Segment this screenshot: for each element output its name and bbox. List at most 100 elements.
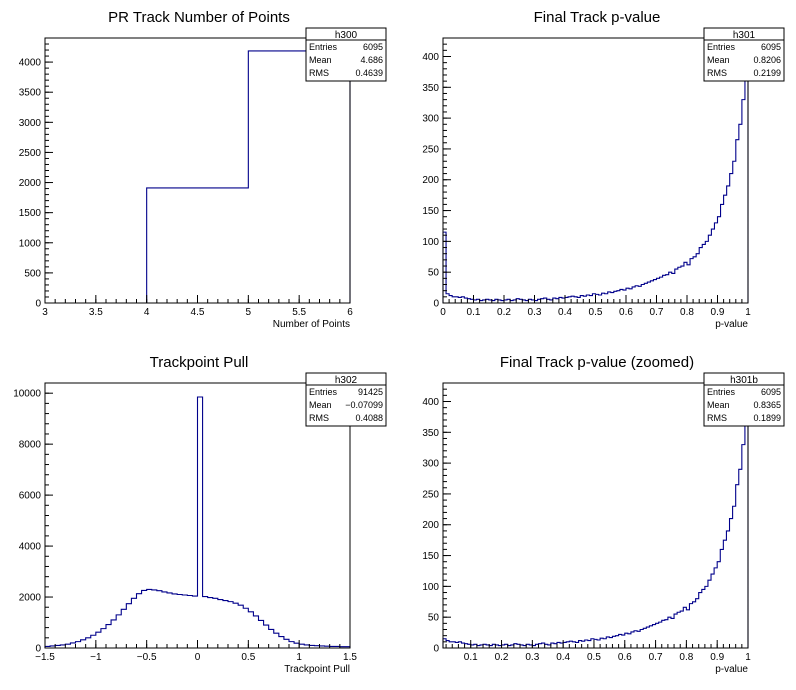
stats-value: 4.686: [360, 55, 383, 65]
x-tick-label: 4: [144, 307, 150, 318]
stats-value: 6095: [761, 42, 781, 52]
y-tick-label: 100: [422, 582, 439, 593]
x-tick-label: 1: [296, 652, 302, 663]
stats-key: Entries: [309, 42, 338, 52]
stats-box-frame: [305, 27, 387, 82]
x-tick-label: 0.5: [589, 307, 603, 318]
y-tick-label: 10000: [13, 389, 41, 400]
y-tick-label: 8000: [19, 440, 42, 451]
chart-title: Trackpoint Pull: [150, 354, 249, 371]
stats-value: 0.8206: [753, 55, 781, 65]
x-tick-label: 6: [347, 307, 353, 318]
y-tick-label: 0: [35, 299, 41, 310]
stats-key: Mean: [309, 55, 332, 65]
y-tick-label: 0: [433, 299, 439, 310]
chart-title: Final Track p-value: [534, 9, 661, 26]
y-tick-label: 150: [422, 206, 439, 217]
x-tick-label: −1.5: [35, 652, 55, 663]
chart-title: Final Track p-value (zoomed): [500, 354, 694, 371]
x-tick-label: 0.2: [495, 652, 509, 663]
x-tick-label: 0.5: [241, 652, 255, 663]
stats-value: 0.8365: [753, 400, 781, 410]
y-tick-label: 50: [428, 268, 440, 279]
stats-value: 0.4639: [355, 68, 383, 78]
y-tick-label: 350: [422, 428, 439, 439]
y-tick-label: 1000: [19, 238, 42, 249]
chart-final-track-pvalue: Final Track p-value 0 0.1 0.2 0.3 0.4 0.5 0.6 0.…: [398, 0, 796, 345]
x-tick-label: 0.3: [528, 307, 542, 318]
plot-frame: [442, 37, 749, 304]
x-tick-label: 0.7: [650, 307, 664, 318]
y-tick-label: 2000: [19, 593, 42, 604]
y-tick-label: 200: [422, 520, 439, 531]
x-tick-label: −0.5: [137, 652, 157, 663]
x-tick-label: 0.1: [464, 652, 478, 663]
x-axis-label: p-value: [715, 664, 748, 675]
stats-key: RMS: [309, 68, 329, 78]
stats-key: Mean: [707, 400, 730, 410]
stats-key: Mean: [707, 55, 730, 65]
stats-box-frame: [703, 372, 785, 427]
y-tick-label: 200: [422, 175, 439, 186]
y-tick-label: 400: [422, 397, 439, 408]
y-tick-label: 250: [422, 489, 439, 500]
chart-title: PR Track Number of Points: [108, 9, 290, 26]
chart-trackpoint-pull: Trackpoint Pull −1.5 −1 −0.5 0 0.5 1 1.5 0 2000 40…: [0, 345, 398, 690]
x-tick-label: 0.1: [467, 307, 481, 318]
y-tick-label: 3000: [19, 118, 42, 129]
stats-value: 6095: [761, 387, 781, 397]
y-tick-label: 1500: [19, 208, 42, 219]
y-tick-label: 150: [422, 551, 439, 562]
x-axis-label: Number of Points: [273, 319, 350, 330]
stats-value: 0.1899: [753, 413, 781, 423]
x-tick-label: 0.8: [679, 652, 693, 663]
y-tick-label: 350: [422, 83, 439, 94]
x-tick-label: 0.4: [558, 307, 572, 318]
histogram-series: [442, 407, 749, 648]
x-tick-label: 0.5: [587, 652, 601, 663]
x-tick-label: 0.2: [497, 307, 511, 318]
x-tick-label: 1: [745, 307, 751, 318]
y-tick-label: 100: [422, 237, 439, 248]
x-tick-label: 3: [42, 307, 48, 318]
y-tick-label: 4000: [19, 58, 42, 69]
x-tick-label: 5: [246, 307, 252, 318]
stats-histogram-name: h300: [335, 30, 358, 41]
y-tick-label: 2000: [19, 178, 42, 189]
y-tick-label: 300: [422, 114, 439, 125]
x-tick-label: 0.4: [556, 652, 570, 663]
x-tick-label: 0.9: [710, 652, 724, 663]
stats-histogram-name: h302: [335, 375, 358, 386]
y-tick-label: 300: [422, 459, 439, 470]
y-tick-label: 400: [422, 52, 439, 63]
stats-box-frame: [305, 372, 387, 427]
x-axis-label: p-value: [715, 319, 748, 330]
x-tick-label: 3.5: [89, 307, 103, 318]
stats-value: 91425: [358, 387, 383, 397]
x-axis-label: Trackpoint Pull: [284, 664, 350, 675]
stats-value: 0.4088: [355, 413, 383, 423]
y-tick-label: 0: [433, 644, 439, 655]
y-tick-label: 6000: [19, 491, 42, 502]
x-tick-label: 4.5: [191, 307, 205, 318]
x-tick-label: 1.5: [343, 652, 357, 663]
plot-frame: [44, 37, 351, 304]
stats-key: RMS: [707, 68, 727, 78]
chart-svg: Final Track p-value 0 0.1 0.2 0.3 0.4 0.5 0.6 0.…: [422, 9, 785, 330]
plot-frame: [442, 382, 749, 649]
x-tick-label: 0.9: [711, 307, 725, 318]
x-tick-label: 0.8: [680, 307, 694, 318]
chart-svg: PR Track Number of Points 3 3.5 4 4.5 5 5.5 6 0 5…: [19, 9, 387, 330]
chart-final-track-pvalue-zoomed: Final Track p-value (zoomed) 0.1 0.2 0.3 0.4…: [398, 345, 796, 690]
x-tick-label: 1: [745, 652, 751, 663]
x-tick-label: 0: [195, 652, 201, 663]
stats-box-frame: [703, 27, 785, 82]
stats-histogram-name: h301: [733, 30, 756, 41]
stats-key: Entries: [309, 387, 338, 397]
x-tick-label: −1: [90, 652, 102, 663]
x-tick-label: 5.5: [292, 307, 306, 318]
